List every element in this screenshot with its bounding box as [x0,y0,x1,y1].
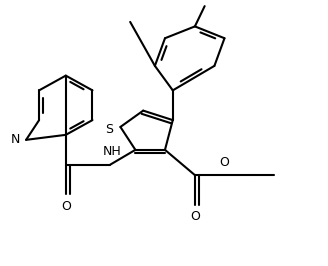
Text: N: N [11,133,20,146]
Text: O: O [219,156,229,169]
Text: O: O [61,200,71,213]
Text: S: S [105,123,113,136]
Text: NH: NH [103,145,121,158]
Text: O: O [190,210,200,223]
